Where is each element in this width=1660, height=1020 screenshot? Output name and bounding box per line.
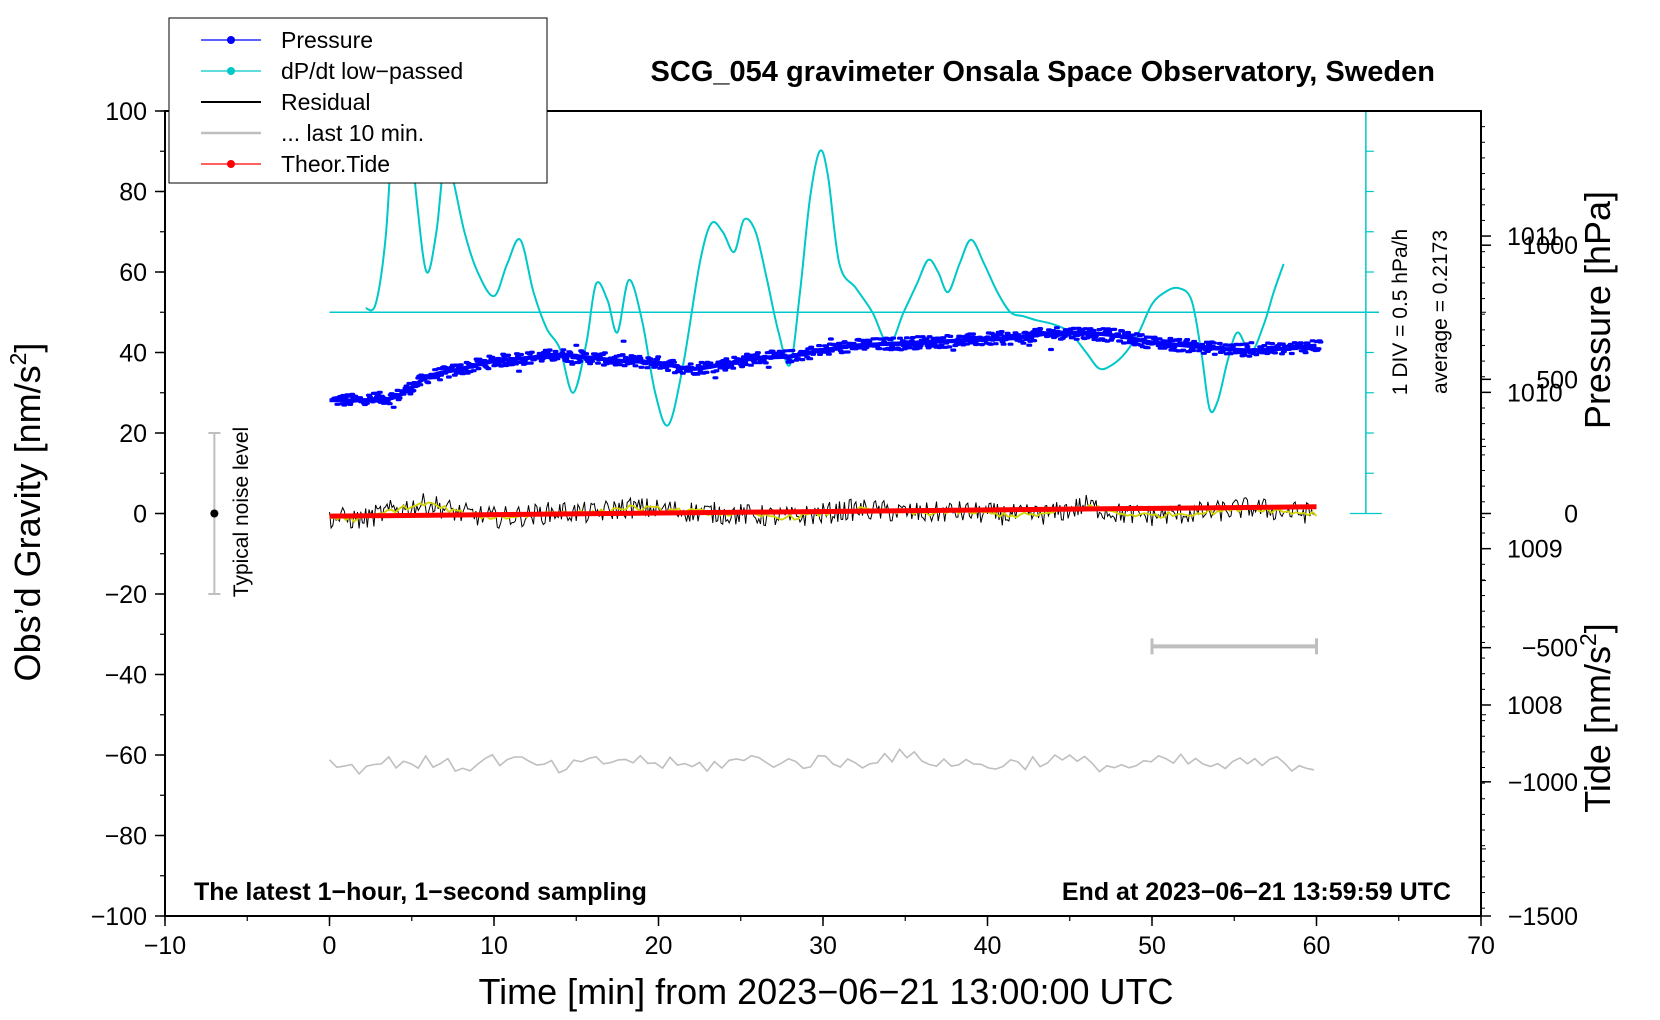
legend: Pressure dP/dt low−passed Residual ... last… (168, 17, 548, 184)
y-tick-label: −80 (105, 823, 147, 851)
y-tick-label: −20 (105, 581, 147, 609)
legend-swatch-marker (227, 36, 235, 44)
x-tick-label: 20 (645, 932, 673, 960)
y-tick-label: −40 (105, 662, 147, 690)
legend-label: Residual (281, 89, 371, 115)
y-tick-label: 80 (119, 179, 147, 207)
series-pressure-dots (331, 326, 1324, 409)
y-tick-label: 100 (105, 98, 147, 126)
y-tick-label: −60 (105, 742, 147, 770)
y-tick-label: 20 (119, 420, 147, 448)
x-tick-label: 50 (1138, 932, 1166, 960)
legend-label: ... last 10 min. (281, 120, 424, 146)
y-tick-label: 0 (133, 501, 147, 529)
legend-box (168, 17, 548, 184)
x-tick-label: 40 (974, 932, 1002, 960)
x-tick-label: 70 (1467, 932, 1495, 960)
y-axis-label-pressure: Pressure [hPa] (1577, 191, 1618, 429)
y-tick-label: −100 (91, 903, 147, 931)
x-tick-label: 0 (323, 932, 337, 960)
series-group (208, 69, 1324, 776)
series-theor-tide-line (329, 504, 1317, 519)
tide-tick-label: −1500 (1508, 903, 1578, 931)
pressure-tick-label: 1010 (1507, 379, 1563, 407)
legend-swatch-marker (227, 160, 235, 168)
y-tick-label: 60 (119, 259, 147, 287)
y-axis-label-gravity: Obs’d Gravity [nm/s2] (5, 343, 48, 682)
pressure-tick-label: 1011 (1507, 223, 1561, 251)
pressure-tick-label: 1009 (1507, 536, 1563, 564)
annotation-end-time: End at 2023−06−21 13:59:59 UTC (1062, 878, 1451, 906)
tide-tick-label: 500 (1536, 366, 1578, 394)
x-tick-label: −10 (144, 932, 186, 960)
annotation-div-scale: 1 DIV = 0.5 hPa/h (1389, 229, 1412, 395)
annotation-sampling: The latest 1−hour, 1−second sampling (194, 878, 647, 906)
x-tick-label: 30 (809, 932, 837, 960)
chart-title: SCG_054 gravimeter Onsala Space Observat… (651, 56, 1435, 88)
tide-tick-label: −500 (1522, 635, 1578, 663)
x-tick-label: 10 (480, 932, 508, 960)
tide-tick-label: 1000 (1522, 232, 1578, 260)
legend-label: dP/dt low−passed (281, 58, 463, 84)
annotation-noise-level: Typical noise level (230, 427, 253, 597)
legend-label: Theor.Tide (281, 151, 390, 177)
legend-label: Pressure (281, 27, 373, 53)
series-last10-line (328, 748, 1315, 776)
noise-bar-dot (210, 509, 219, 518)
tide-tick-label: −1000 (1508, 769, 1578, 797)
y-axis-label-tide: Tide [nm/s2] (1575, 623, 1618, 813)
y-tick-label: 40 (119, 340, 147, 368)
x-tick-label: 60 (1303, 932, 1331, 960)
series-pressure-line (329, 330, 1317, 403)
annotation-average: average = 0.2173 (1429, 230, 1452, 394)
tide-tick-label: 0 (1564, 501, 1578, 529)
pressure-tick-label: 1008 (1507, 692, 1563, 720)
legend-swatch-marker (227, 67, 235, 75)
ticks-group: −10 0 10 20 30 40 50 60 70100806040200−20−40−60−… (91, 98, 1578, 960)
x-axis-label: Time [min] from 2023−06−21 13:00:00 UTC (478, 971, 1173, 1012)
